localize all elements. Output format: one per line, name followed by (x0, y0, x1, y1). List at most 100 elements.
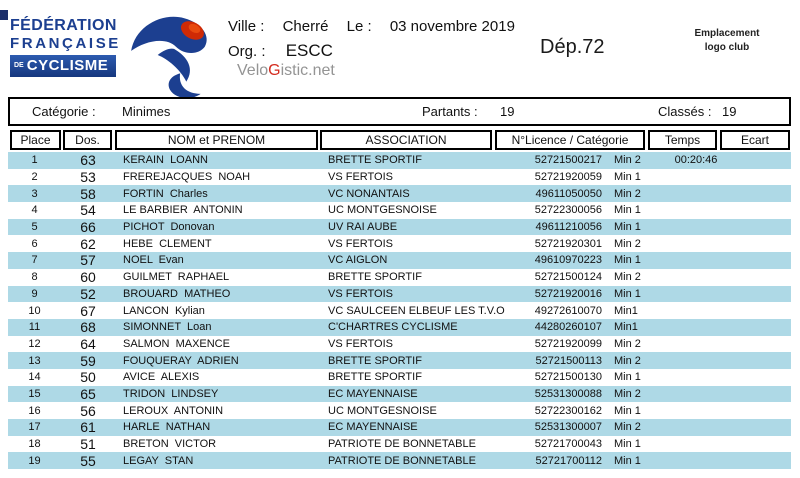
cell-association: VC SAULCEEN ELBEUF LES T.V.O (328, 304, 505, 317)
col-header-association: ASSOCIATION (320, 130, 492, 150)
cell-association: BRETTE SPORTIF (328, 271, 422, 284)
cell-dossard: 68 (80, 319, 96, 336)
cell-dossard: 54 (80, 202, 96, 219)
org-label: Org. : (228, 43, 266, 60)
cell-licence: 52721920016 (534, 287, 602, 300)
cell-association: UC MONTGESNOISE (328, 204, 437, 217)
table-row: 10 67 LANCON Kylian VC SAULCEEN ELBEUF L… (8, 302, 791, 319)
logo-de: DE (14, 62, 24, 70)
ffc-logo: FÉDÉRATION FRANÇAISE DE CYCLISME (10, 12, 220, 99)
departement-label: Dép.72 (540, 36, 605, 58)
cell-categorie: Min 1 (614, 404, 641, 417)
emplacement-line1: Emplacement (694, 28, 760, 39)
col-header-ecart: Ecart (720, 130, 790, 150)
cell-association: BRETTE SPORTIF (328, 154, 422, 167)
cell-place: 15 (28, 387, 41, 400)
col-header-nom: NOM et PRENOM (115, 130, 318, 150)
table-row: 11 68 SIMONNET Loan C'CHARTRES CYCLISME … (8, 318, 791, 336)
cell-licence: 44280260107 (534, 321, 602, 334)
cell-nom: NOEL Evan (123, 254, 184, 267)
cell-place: 18 (28, 438, 41, 451)
category-value: Minimes (122, 104, 171, 119)
cell-nom: SALMON MAXENCE (123, 337, 230, 350)
table-row: 13 59 FOUQUERAY ADRIEN BRETTE SPORTIF 52… (8, 352, 791, 369)
cell-categorie: Min 1 (614, 171, 641, 184)
cell-place: 6 (31, 237, 38, 250)
cell-nom: BRETON VICTOR (123, 438, 217, 451)
cell-categorie: Min 2 (614, 271, 641, 284)
velogistic-watermark: VeloGistic.net (237, 62, 335, 80)
scan-corner-mark (0, 10, 8, 20)
classes-value: 19 (722, 104, 737, 119)
cell-nom: BROUARD MATHEO (123, 287, 231, 300)
col-header-licence: N°Licence / Catégorie (495, 130, 645, 150)
cell-place: 10 (28, 304, 41, 317)
cell-licence: 52721700112 (535, 454, 602, 467)
cell-association: PATRIOTE DE BONNETABLE (328, 454, 476, 467)
cell-dossard: 53 (80, 169, 96, 186)
cell-dossard: 63 (80, 152, 96, 169)
cell-categorie: Min 1 (614, 204, 641, 217)
cell-place: 5 (31, 221, 38, 234)
partants-value: 19 (500, 104, 515, 119)
cell-association: C'CHARTRES CYCLISME (328, 321, 458, 334)
cell-nom: FREREJACQUES NOAH (123, 171, 251, 184)
cell-licence: 49610970223 (534, 254, 602, 267)
table-row: 18 51 BRETON VICTOR PATRIOTE DE BONNETAB… (8, 436, 791, 453)
cell-nom: SIMONNET Loan (123, 321, 212, 334)
cell-place: 1 (31, 154, 38, 167)
cell-categorie: Min 1 (614, 221, 641, 234)
cell-licence: 52721500113 (535, 354, 602, 367)
table-row: 6 62 HEBE CLEMENT VS FERTOIS 52721920301… (8, 235, 791, 252)
ville-value: Cherré (282, 18, 329, 35)
cell-licence: 52721920301 (534, 237, 602, 250)
logo-line2: FRANÇAISE (10, 34, 121, 52)
cell-dossard: 52 (80, 285, 96, 302)
logo-line3: CYCLISME (26, 57, 109, 75)
cell-place: 11 (28, 321, 41, 334)
cell-association: BRETTE SPORTIF (328, 371, 422, 384)
cell-association: UV RAI AUBE (328, 221, 398, 234)
cell-association: EC MAYENNAISE (328, 387, 418, 400)
table-row: 1 63 KERAIN LOANN BRETTE SPORTIF 5272150… (8, 152, 791, 169)
table-row: 8 60 GUILMET RAPHAEL BRETTE SPORTIF 5272… (8, 269, 791, 286)
cell-dossard: 61 (80, 419, 96, 436)
cell-categorie: Min 2 (614, 154, 641, 167)
cell-place: 9 (31, 287, 38, 300)
category-bar: Catégorie : Minimes Partants : 19 Classé… (8, 97, 791, 126)
col-header-temps: Temps (648, 130, 717, 150)
cell-categorie: Min 2 (614, 387, 641, 400)
cell-licence: 52722300056 (534, 204, 602, 217)
cell-nom: TRIDON LINDSEY (123, 387, 219, 400)
org-value: ESCC (285, 41, 333, 60)
ville-label: Ville : (228, 18, 265, 35)
cell-place: 19 (28, 454, 41, 467)
cell-dossard: 64 (80, 335, 96, 352)
cell-association: VS FERTOIS (328, 237, 394, 250)
cell-place: 3 (31, 187, 38, 200)
partants-label: Partants : (422, 104, 478, 119)
cell-categorie: Min 2 (614, 354, 641, 367)
cell-nom: LE BARBIER ANTONIN (123, 204, 243, 217)
table-row: 2 53 FREREJACQUES NOAH VS FERTOIS 527219… (8, 169, 791, 186)
velogistic-pre: Velo (237, 62, 269, 79)
cell-temps: 00:20:46 (674, 154, 718, 167)
cell-nom: FOUQUERAY ADRIEN (123, 354, 239, 367)
cell-dossard: 59 (80, 352, 96, 369)
cell-place: 13 (28, 354, 41, 367)
cell-categorie: Min 1 (614, 454, 641, 467)
cell-association: VS FERTOIS (328, 171, 394, 184)
cell-nom: GUILMET RAPHAEL (123, 271, 230, 284)
cell-licence: 49272610070 (534, 304, 602, 317)
table-row: 14 50 AVICE ALEXIS BRETTE SPORTIF 527215… (8, 369, 791, 386)
cell-association: PATRIOTE DE BONNETABLE (328, 438, 476, 451)
table-row: 19 55 LEGAY STAN PATRIOTE DE BONNETABLE … (8, 452, 791, 470)
cell-nom: LEGAY STAN (123, 454, 194, 467)
cell-place: 7 (31, 254, 38, 267)
cell-place: 17 (28, 421, 41, 434)
cell-licence: 52721500217 (534, 154, 602, 167)
cell-categorie: Min 1 (614, 254, 641, 267)
table-row: 17 61 HARLE NATHAN EC MAYENNAISE 5253130… (8, 419, 791, 436)
cell-place: 2 (31, 171, 38, 184)
ville-date-line: Ville : Cherré Le : 03 novembre 2019 (228, 18, 515, 35)
